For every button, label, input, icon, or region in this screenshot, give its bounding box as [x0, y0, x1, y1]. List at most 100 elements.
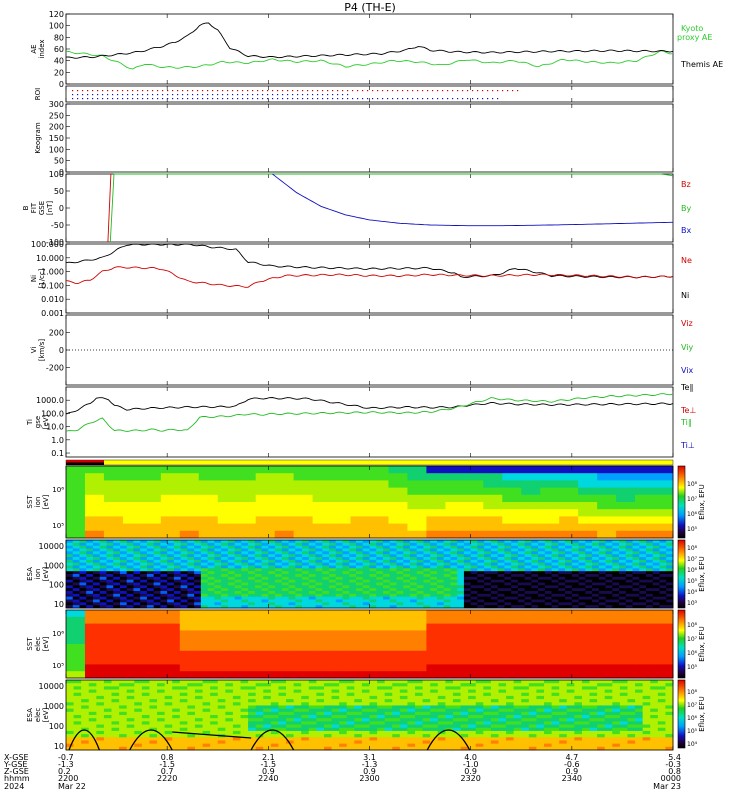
spectrogram-cell — [445, 718, 453, 722]
spectrogram-cell — [363, 560, 370, 563]
spectrogram-cell — [536, 680, 544, 684]
spectrogram-cell — [506, 737, 514, 741]
spectrogram-cell — [81, 718, 89, 722]
spectrogram-cell — [187, 540, 194, 543]
roi-flag — [227, 90, 228, 91]
spectrogram-cell — [282, 594, 289, 597]
spectrogram-cell — [332, 680, 340, 684]
spectrogram-cell — [445, 693, 453, 697]
spectrogram-cell — [354, 690, 362, 694]
spectrogram-cell — [123, 644, 142, 651]
spectrogram-cell — [538, 563, 545, 566]
spectrogram-cell — [437, 571, 444, 574]
spectrogram-cell — [237, 524, 256, 532]
spectrogram-cell — [301, 702, 309, 706]
spectrogram-cell — [289, 549, 296, 552]
spectrogram-cell — [403, 543, 410, 546]
spectrogram-cell — [498, 540, 505, 543]
spectrogram-cell — [658, 744, 666, 748]
spectrogram-cell — [558, 588, 565, 591]
roi-flag — [322, 90, 323, 91]
spectrogram-cell — [502, 664, 521, 671]
spectrogram-cell — [484, 583, 491, 586]
spectrogram-cell — [309, 551, 316, 554]
spectrogram-cell — [390, 571, 397, 574]
spectrogram-cell — [417, 577, 424, 580]
spectrogram-cell — [415, 731, 423, 735]
spectrogram-cell — [66, 705, 74, 709]
spectrogram-cell — [396, 591, 403, 594]
spectrogram-cell — [558, 585, 565, 588]
spectrogram-cell — [237, 664, 256, 671]
spectrogram-cell — [73, 549, 80, 552]
spectrogram-cell — [502, 651, 521, 658]
spectrogram-cell — [417, 540, 424, 543]
spectrogram-cell — [525, 600, 532, 603]
spectrogram-cell — [666, 554, 673, 557]
spectrogram-cell — [221, 580, 228, 583]
spectrogram-cell — [255, 583, 262, 586]
spectrogram-cell — [646, 557, 653, 560]
spectrogram-cell — [154, 594, 161, 597]
spectrogram-cell — [407, 658, 426, 665]
spectrogram-cell — [248, 602, 255, 605]
spectrogram-cell — [278, 683, 286, 687]
spectrogram-cell — [407, 644, 426, 651]
spectrogram-cell — [248, 696, 256, 700]
spectrogram-cell — [483, 473, 502, 481]
spectrogram-cell — [477, 597, 484, 600]
spectrogram-cell — [518, 591, 525, 594]
spectrogram-cell — [370, 744, 378, 748]
spectrogram-cell — [574, 734, 582, 738]
spectrogram-cell — [149, 702, 157, 706]
spectrogram-cell — [476, 728, 484, 732]
spectrogram-cell — [498, 712, 506, 716]
spectrogram-cell — [635, 658, 654, 665]
spectrogram-cell — [471, 560, 478, 563]
spectrogram-cell — [578, 630, 597, 637]
spectrogram-cell — [241, 705, 249, 709]
y-tick-label: -50 — [51, 221, 64, 230]
spectrogram-cell — [201, 557, 208, 560]
spectrogram-cell — [430, 585, 437, 588]
spectrogram-cell — [104, 509, 123, 517]
spectrogram-cell — [383, 551, 390, 554]
spectrogram-cell — [324, 683, 332, 687]
spectrogram-cell — [653, 588, 660, 591]
spectrogram-cell — [278, 690, 286, 694]
spectrogram-cell — [218, 651, 237, 658]
spectrogram-cell — [484, 566, 491, 569]
spectrogram-cell — [599, 585, 606, 588]
spectrogram-cell — [225, 702, 233, 706]
spectrogram-cell — [552, 563, 559, 566]
spectrogram-cell — [423, 577, 430, 580]
spectrogram-cell — [605, 731, 613, 735]
spectrogram-cell — [104, 737, 112, 741]
spectrogram-cell — [658, 740, 666, 744]
spectrogram-cell — [574, 718, 582, 722]
spectrogram-cell — [417, 554, 424, 557]
spectrogram-cell — [390, 591, 397, 594]
spectrogram-cell — [525, 551, 532, 554]
spectrogram-cell — [289, 577, 296, 580]
y-tick-label: 200 — [49, 329, 64, 338]
spectrogram-cell — [468, 740, 476, 744]
spectrogram-cell — [302, 597, 309, 600]
spectrogram-cell — [96, 712, 104, 716]
spectrogram-cell — [66, 551, 73, 554]
spectrogram-cell — [289, 571, 296, 574]
spectrogram-cell — [329, 591, 336, 594]
spectrogram-cell — [559, 737, 567, 741]
spectrogram-cell — [362, 699, 370, 703]
spectrogram-cell — [157, 705, 165, 709]
spectrogram-cell — [572, 580, 579, 583]
spectrogram-cell — [85, 473, 104, 481]
spectrogram-cell — [426, 502, 445, 510]
spectrogram-cell — [430, 546, 437, 549]
spectrogram-cell — [582, 734, 590, 738]
spectrogram-cell — [271, 686, 279, 690]
spectrogram-cell — [491, 690, 499, 694]
spectrogram-cell — [347, 744, 355, 748]
roi-flag — [427, 98, 428, 99]
